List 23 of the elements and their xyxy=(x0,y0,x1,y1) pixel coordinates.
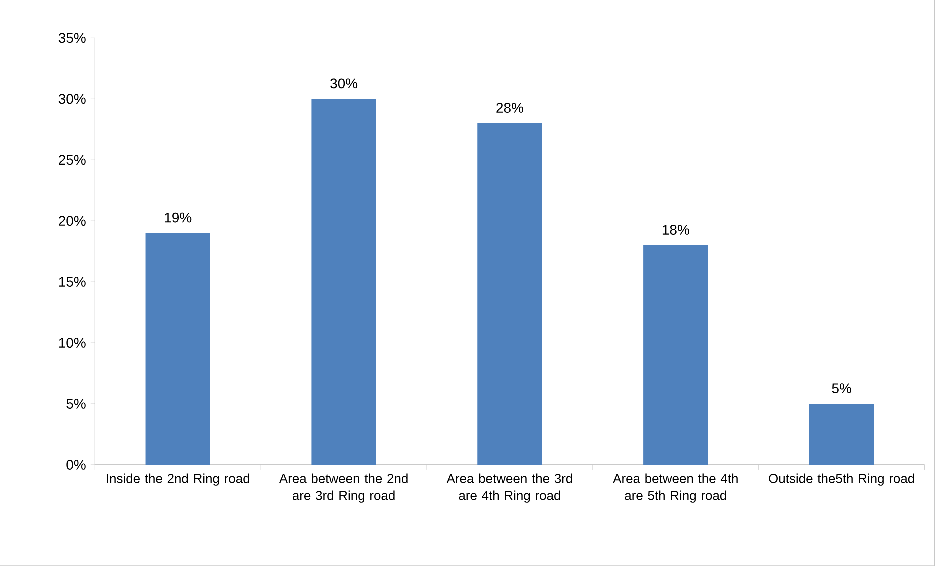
x-tick-label: Outside the5th Ring road xyxy=(769,474,914,486)
data-label: 19% xyxy=(165,212,192,223)
data-label: 18% xyxy=(662,224,690,235)
y-tick-label: 5% xyxy=(66,399,86,409)
x-tick-label: Area between the 4th are 5th Ring road xyxy=(613,474,738,503)
x-tick-label: Area between the 3rd are 4th Ring road xyxy=(446,474,572,503)
y-tick-label: 20% xyxy=(59,216,86,226)
bar xyxy=(312,99,376,465)
x-tick-label: Inside the 2nd Ring road xyxy=(107,474,250,486)
y-tick-label: 10% xyxy=(59,338,86,348)
data-label: 30% xyxy=(330,78,358,89)
y-tick-label: 35% xyxy=(58,33,86,44)
x-tick-label: Area between the 2nd are 3rd Ring road xyxy=(279,474,408,503)
bar xyxy=(478,123,542,465)
bar xyxy=(644,245,708,465)
bar xyxy=(809,404,874,465)
y-tick-label: 15% xyxy=(59,277,86,287)
bar xyxy=(146,233,210,465)
data-label: 28% xyxy=(496,103,524,113)
y-tick-label: 30% xyxy=(58,94,86,104)
y-tick-label: 25% xyxy=(59,155,86,166)
y-tick-label: 0% xyxy=(66,460,86,470)
data-label: 5% xyxy=(832,384,852,394)
